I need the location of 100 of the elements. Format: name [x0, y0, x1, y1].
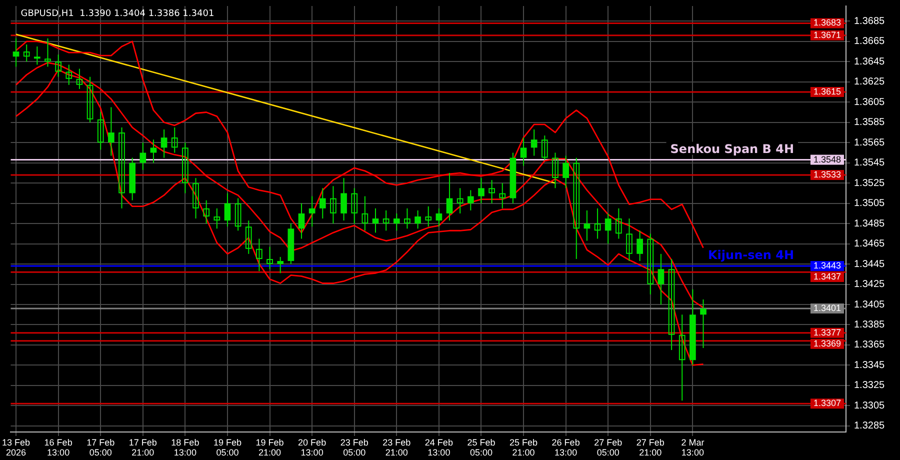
candlestick [140, 142, 146, 170]
y-tick-label: 1.3325 [854, 380, 886, 392]
candlestick [118, 126, 125, 209]
candlestick [478, 178, 484, 204]
x-tick-label: 23 Feb 21:00 [382, 437, 411, 458]
x-tick-label: 23 Feb 05:00 [340, 437, 368, 458]
candlestick [604, 212, 612, 244]
x-tick-label: 20 Feb 13:00 [298, 437, 326, 458]
ref-line-label: 1.3533 [813, 169, 842, 180]
candlestick [182, 142, 188, 194]
candlestick [636, 230, 643, 262]
candlestick [362, 196, 368, 232]
candlestick [55, 54, 62, 78]
candlestick [224, 192, 231, 228]
x-tick-label: 27 Feb 05:00 [594, 437, 622, 458]
candlestick [256, 238, 262, 272]
y-tick-label: 1.3625 [854, 76, 886, 88]
candlestick [404, 208, 410, 230]
y-tick-label: 1.3305 [854, 400, 886, 412]
annotation: Kijun-sen 4H [708, 248, 794, 262]
candlestick [382, 210, 390, 232]
x-tick-label: 19 Feb 21:00 [256, 437, 284, 458]
x-tick-label: 24 Feb 13:00 [424, 437, 453, 458]
candlestick [76, 68, 83, 90]
ref-line-label: 1.3615 [813, 86, 842, 96]
candlestick [393, 212, 400, 232]
y-tick-label: 1.3345 [854, 360, 886, 371]
ref-line-label: 1.3548 [813, 154, 842, 164]
candlestick [616, 208, 622, 240]
y-tick-label: 1.3505 [854, 198, 886, 210]
candlestick [552, 152, 558, 189]
candlestick [192, 178, 199, 219]
y-tick-label: 1.3665 [854, 36, 886, 48]
candlestick [308, 196, 316, 228]
ref-line-label: 1.3671 [813, 30, 842, 40]
candlestick [647, 233, 654, 295]
x-tick-label: 25 Feb 05:00 [467, 437, 496, 458]
y-tick-label: 1.3645 [854, 56, 886, 68]
candlestick [160, 128, 168, 158]
candlestick [203, 200, 210, 224]
chart-title: GBPUSD,H1 1.3390 1.3404 1.3386 1.3401 [20, 8, 214, 19]
y-tick-label: 1.3365 [854, 340, 886, 351]
candlestick [23, 44, 30, 62]
x-tick-label: 17 Feb 05:00 [86, 437, 115, 458]
x-tick-label: 19 Feb 05:00 [213, 437, 242, 458]
ref-line-label: 1.3437 [813, 272, 842, 282]
candlestick [340, 178, 347, 222]
x-tick-label: 2 Mar 13:00 [681, 437, 704, 458]
ref-line-label: 1.3401 [813, 303, 842, 314]
candlestick [319, 188, 326, 219]
candlestick [44, 38, 51, 68]
candlestick [266, 246, 273, 270]
y-tick-label: 1.3425 [854, 279, 886, 290]
x-tick-label: 16 Feb 13:00 [44, 437, 72, 458]
x-tick-label: 18 Feb 13:00 [171, 437, 200, 458]
ref-line-label: 1.3369 [813, 338, 842, 348]
candlestick [658, 253, 664, 306]
ref-line-label: 1.3377 [813, 327, 842, 338]
candlestick [499, 182, 506, 209]
candlestick [298, 202, 305, 240]
candlestick [66, 64, 72, 86]
candlestick [562, 155, 569, 189]
candlestick [542, 135, 548, 160]
ref-line-label: 1.3683 [813, 18, 842, 28]
candlestick [150, 139, 157, 164]
candlestick [372, 208, 379, 234]
y-tick-label: 1.3385 [854, 319, 886, 330]
candlestick [330, 186, 336, 224]
candlestick [456, 188, 464, 214]
candlestick [530, 128, 538, 156]
candlestick [584, 210, 590, 242]
y-tick-label: 1.3445 [854, 258, 886, 270]
candlestick [573, 157, 580, 260]
candlestick [436, 208, 442, 228]
x-tick-label: 27 Feb 21:00 [636, 437, 664, 458]
candlestick [86, 76, 94, 123]
candlestick [245, 220, 252, 254]
y-tick-label: 1.3285 [854, 420, 886, 432]
ref-line-label: 1.3307 [813, 398, 842, 408]
candlestick [108, 106, 114, 156]
candlestick [488, 180, 495, 204]
annotation: Senkou Span B 4H [670, 142, 794, 156]
y-tick-label: 1.3545 [854, 158, 886, 169]
y-tick-label: 1.3605 [854, 96, 886, 108]
y-tick-label: 1.3565 [854, 137, 886, 148]
candlestick [34, 46, 40, 66]
candlestick [97, 112, 104, 150]
candlestick [678, 314, 686, 402]
candlestick [277, 256, 284, 274]
candlestick [700, 298, 706, 349]
candlestick [12, 38, 20, 68]
candlestick [214, 208, 220, 230]
candlestick [446, 172, 453, 222]
x-tick-label: 26 Feb 13:00 [552, 437, 580, 458]
candlestick [425, 206, 432, 228]
candlestick [414, 210, 421, 230]
candlestick [626, 218, 632, 262]
y-tick-label: 1.3465 [854, 238, 886, 250]
candlestick [668, 258, 675, 351]
candlestick [520, 137, 527, 166]
